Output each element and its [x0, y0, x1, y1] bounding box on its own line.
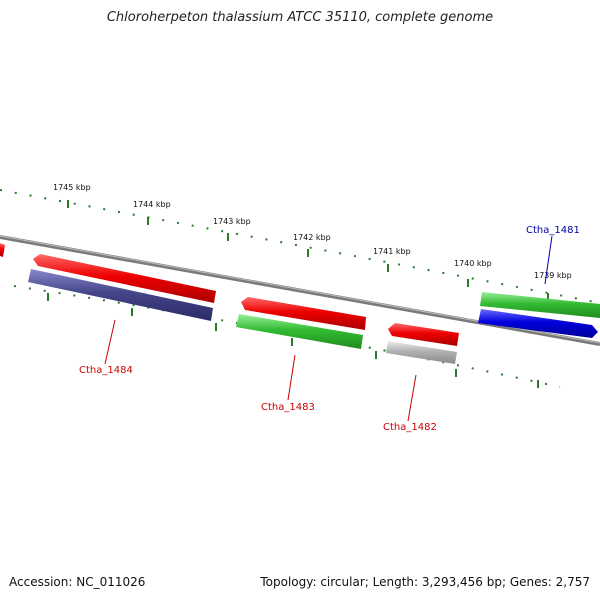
leader-ctha-1482 — [407, 374, 417, 422]
gene-arrow-ctha-1482-forward[interactable] — [388, 323, 459, 346]
ruler-tick-label: 1740 kbp — [454, 259, 492, 268]
ruler: 1745 kbp 1744 kbp 1743 kbp 1742 kbp 1741 kbp… — [0, 183, 600, 388]
gene-label-ctha-1482[interactable]: Ctha_1482 — [383, 422, 437, 433]
ruler-tick-label: 1742 kbp — [293, 233, 331, 242]
gene-arrow-ctha-1484[interactable] — [28, 269, 213, 321]
leader-ctha-1481 — [544, 235, 553, 285]
gene-arrow-ctha-1482[interactable] — [386, 341, 457, 364]
gene-label-ctha-1483[interactable]: Ctha_1483 — [261, 402, 315, 413]
ruler-inner-arc — [13, 285, 561, 388]
ruler-major-ticks — [47, 200, 549, 388]
ruler-tick-labels: 1745 kbp 1744 kbp 1743 kbp 1742 kbp 1741 kbp… — [53, 183, 572, 280]
gene-labels: Ctha_1484 Ctha_1483 Ctha_1482 Ctha_1481 — [79, 225, 580, 433]
ruler-tick-label: 1744 kbp — [133, 200, 171, 209]
gene-arrow-ctha-1483-forward[interactable] — [241, 297, 366, 330]
gene-arrow-ctha-1481[interactable] — [478, 309, 598, 338]
gene-arrow-ctha-1484-forward[interactable] — [33, 254, 216, 303]
ruler-tick-label: 1739 kbp — [534, 271, 572, 280]
leader-ctha-1484 — [104, 319, 116, 365]
gene-arrow-ctha-1481-forward[interactable] — [480, 292, 600, 318]
length-label: Length: 3,293,456 bp — [365, 575, 502, 589]
accession-label: Accession: NC_011026 — [9, 575, 146, 589]
reverse-strand-genes — [28, 269, 598, 364]
gene-label-ctha-1484[interactable]: Ctha_1484 — [79, 365, 133, 376]
genome-summary: Topology: circularLength: 3,293,456 bpGe… — [260, 575, 590, 589]
gene-arrow-ctha-1483[interactable] — [236, 314, 363, 349]
genes-count-label: Genes: 2,757 — [502, 575, 590, 589]
ruler-tick-label: 1741 kbp — [373, 247, 411, 256]
ruler-tick-label: 1745 kbp — [53, 183, 91, 192]
gene-arrow-left-edge[interactable] — [0, 243, 5, 257]
leader-ctha-1483 — [287, 354, 296, 401]
map-title: Chloroherpeton thalassium ATCC 35110, co… — [106, 10, 494, 25]
label-leaders — [104, 235, 553, 422]
ruler-outer-arc — [0, 189, 600, 304]
forward-strand-genes — [0, 243, 600, 346]
topology-label: Topology: circular — [260, 575, 365, 589]
gene-label-ctha-1481[interactable]: Ctha_1481 — [526, 225, 580, 236]
genome-backbone — [0, 235, 600, 346]
ruler-tick-label: 1743 kbp — [213, 217, 251, 226]
